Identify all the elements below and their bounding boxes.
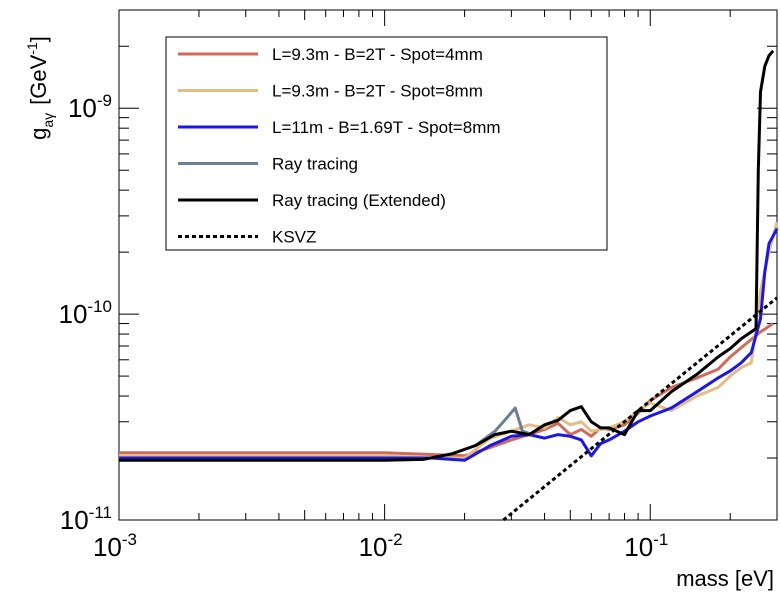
y-axis-title-symbol: g xyxy=(26,128,51,140)
y-tick-label: 10-9 xyxy=(68,91,112,123)
legend-label: KSVZ xyxy=(272,228,316,247)
legend-entries: L=9.3m - B=2T - Spot=4mm L=9.3m - B=2T - … xyxy=(178,45,501,247)
series-line-5 xyxy=(502,296,778,522)
series-lines xyxy=(119,49,779,522)
legend-label: L=9.3m - B=2T - Spot=4mm xyxy=(272,45,483,64)
series-line-3 xyxy=(474,406,533,447)
legend-label: Ray tracing (Extended) xyxy=(272,191,446,210)
legend-box xyxy=(165,36,608,251)
x-tick-label: 10-1 xyxy=(624,530,668,562)
y-tick-label: 10-10 xyxy=(59,297,113,329)
x-axis-title: mass [eV] xyxy=(676,566,774,591)
legend-label: Ray tracing xyxy=(272,155,358,174)
y-axis-title-subscript: aγ xyxy=(40,113,56,128)
x-tick-label: 10-2 xyxy=(359,530,403,562)
legend-label: L=11m - B=1.69T - Spot=8mm xyxy=(272,118,501,137)
y-tick-labels: 10-11 10-10 10-9 xyxy=(59,91,113,535)
y-axis-title-unit: [GeV xyxy=(26,54,51,104)
y-axis-title: gaγ [GeV-1] xyxy=(24,36,56,140)
y-axis-title-unit-exponent: -1 xyxy=(24,42,40,55)
legend: L=9.3m - B=2T - Spot=4mm L=9.3m - B=2T - … xyxy=(165,36,608,251)
x-tick-labels: 10-3 10-2 10-1 xyxy=(93,530,668,562)
x-tick-label: 10-3 xyxy=(93,530,137,562)
series-line-4 xyxy=(119,49,775,462)
series-line-2 xyxy=(119,227,779,462)
series-line-1 xyxy=(119,221,779,460)
plot-frame xyxy=(118,9,778,521)
y-tick-label: 10-11 xyxy=(60,503,112,535)
series-line-0 xyxy=(119,322,774,458)
legend-label: L=9.3m - B=2T - Spot=8mm xyxy=(272,82,483,101)
y-axis-title-unit-close: ] xyxy=(26,36,51,42)
